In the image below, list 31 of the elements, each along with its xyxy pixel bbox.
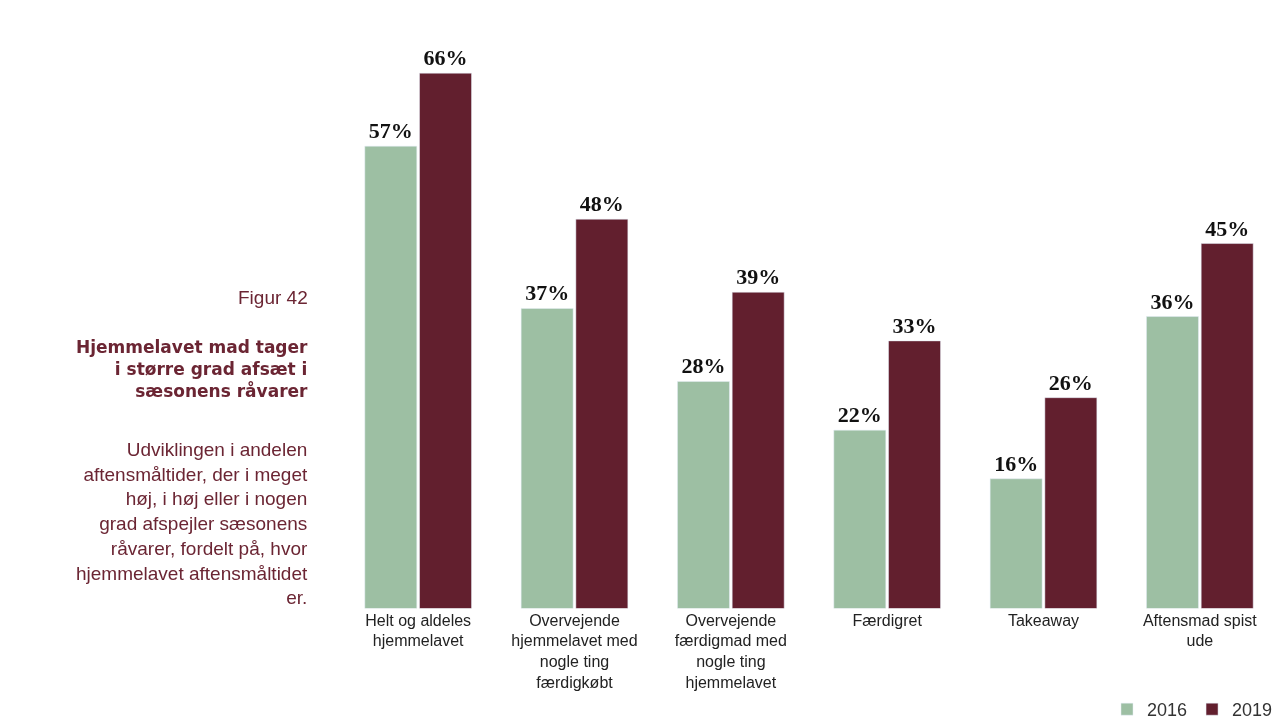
data-label: 36% [1150,288,1195,314]
data-label: 33% [892,312,937,338]
bar [419,72,472,609]
data-label: 48% [579,191,624,217]
bar [888,340,941,609]
legend-label: 2019 [1232,700,1273,721]
text: Figur 42 [238,287,308,308]
bar [833,429,887,609]
data-label: 37% [525,280,570,306]
data-label: 66% [423,45,468,71]
bar [364,145,418,609]
x-tick-label: Helt og aldeles hjemmelavet [365,611,472,650]
data-label: 16% [994,450,1039,476]
x-tick-label: Overvejende færdigmad med nogle ting hjemmelavet [674,611,787,691]
data-label: 26% [1048,369,1093,395]
text: Udviklingen i andelen aftensmåltider, der i meget høj, i høj eller i nogen grad afspejler sæsonens råvarer, fordelt på, hvor hjemmelavet aftensmåltidet er. [76,439,308,609]
x-tick-label: Overvejende hjemmelavet med nogle ting færdigkøbt [511,611,638,691]
x-tick-label: Takeaway [1007,611,1080,629]
text: Hjemmelavet mad tager i større grad afsæt i sæsonens råvarer [76,337,309,402]
x-tick-label: Færdigret [852,611,923,629]
data-label: 22% [837,402,882,428]
bar [1146,316,1199,609]
data-label: 57% [368,118,413,144]
data-label: 45% [1205,215,1250,241]
bar [1200,243,1254,609]
bar [677,381,730,609]
data-label: 28% [681,353,726,379]
bar [731,291,785,609]
data-label: 39% [736,264,781,290]
x-tick-label: Aftensmad spist ude [1142,611,1258,650]
legend-label: 2016 [1147,700,1188,721]
